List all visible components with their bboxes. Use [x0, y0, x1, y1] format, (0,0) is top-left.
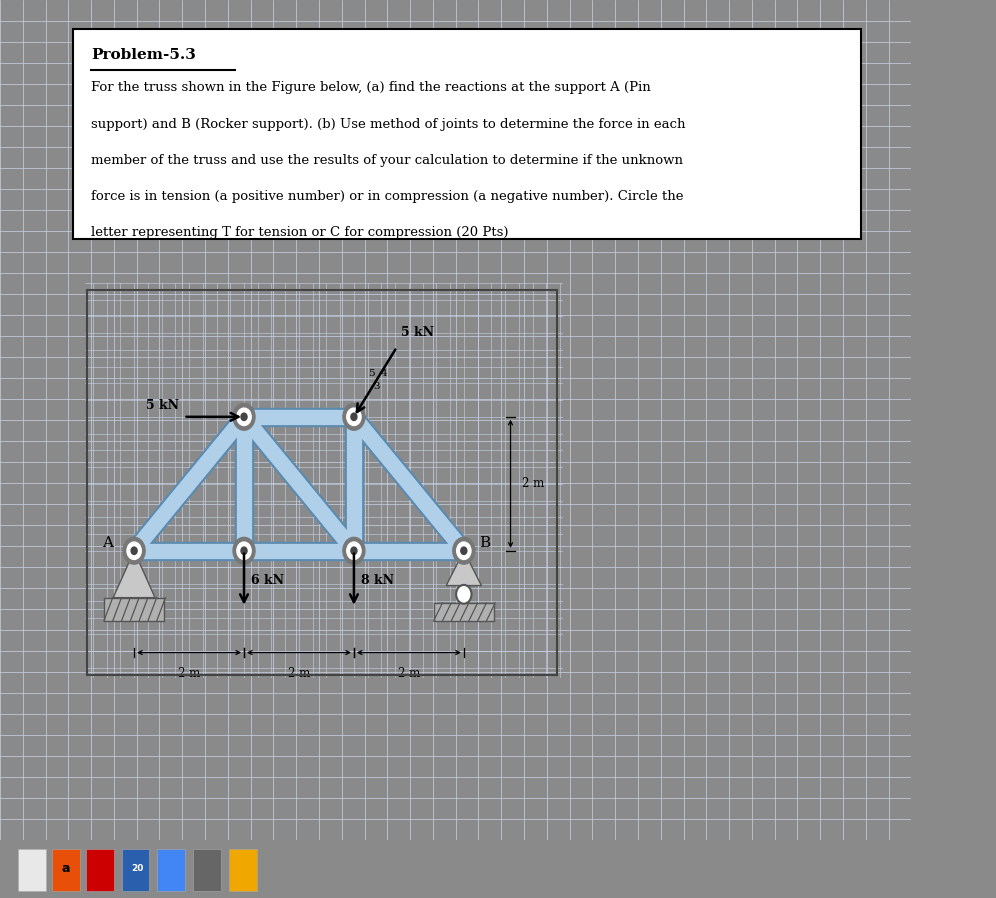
Bar	[193, 849, 221, 891]
Text: 6 kN: 6 kN	[251, 575, 284, 587]
Circle shape	[241, 413, 247, 420]
Text: 3: 3	[374, 382, 379, 391]
Bar	[157, 849, 185, 891]
Polygon shape	[114, 550, 155, 598]
Bar	[122, 849, 149, 891]
Text: 8 kN: 8 kN	[361, 575, 393, 587]
Bar	[73, 30, 862, 239]
Circle shape	[131, 547, 137, 554]
Circle shape	[453, 537, 475, 564]
Text: For the truss shown in the Figure below, (a) find the reactions at the support A: For the truss shown in the Figure below,…	[92, 82, 650, 94]
Bar	[18, 849, 46, 891]
Bar	[104, 598, 164, 621]
Text: 5 kN: 5 kN	[401, 326, 434, 339]
Text: A: A	[103, 536, 114, 550]
Text: a: a	[62, 862, 70, 876]
Circle shape	[237, 542, 251, 559]
Circle shape	[343, 537, 365, 564]
Text: force is in tension (a positive number) or in compression (a negative number). C: force is in tension (a positive number) …	[92, 189, 683, 203]
Circle shape	[126, 542, 141, 559]
Text: member of the truss and use the results of your calculation to determine if the : member of the truss and use the results …	[92, 154, 683, 167]
Circle shape	[233, 537, 255, 564]
Text: 4: 4	[380, 369, 386, 378]
Circle shape	[456, 585, 471, 603]
Bar	[229, 849, 257, 891]
Polygon shape	[446, 550, 481, 585]
Circle shape	[233, 403, 255, 430]
Bar	[433, 603, 494, 621]
Bar	[52, 849, 80, 891]
Circle shape	[457, 542, 471, 559]
Text: 5: 5	[369, 369, 374, 378]
Circle shape	[347, 408, 362, 426]
Text: support) and B (Rocker support). (b) Use method of joints to determine the force: support) and B (Rocker support). (b) Use…	[92, 118, 685, 130]
Text: Problem-5.3: Problem-5.3	[92, 48, 196, 62]
Text: 2 m: 2 m	[522, 477, 544, 490]
Text: 2 m: 2 m	[397, 667, 420, 681]
Text: 20: 20	[131, 864, 143, 874]
Circle shape	[124, 537, 145, 564]
Circle shape	[351, 547, 357, 554]
Circle shape	[343, 403, 365, 430]
Text: 5 kN: 5 kN	[146, 399, 179, 412]
Circle shape	[351, 413, 357, 420]
Text: 2 m: 2 m	[178, 667, 200, 681]
Circle shape	[461, 547, 467, 554]
Circle shape	[241, 547, 247, 554]
Text: letter representing T for tension or C for compression (20 Pts): letter representing T for tension or C f…	[92, 226, 509, 239]
Circle shape	[237, 408, 251, 426]
Circle shape	[347, 542, 362, 559]
Bar	[86, 849, 114, 891]
Text: B: B	[479, 536, 490, 550]
Text: 2 m: 2 m	[288, 667, 310, 681]
